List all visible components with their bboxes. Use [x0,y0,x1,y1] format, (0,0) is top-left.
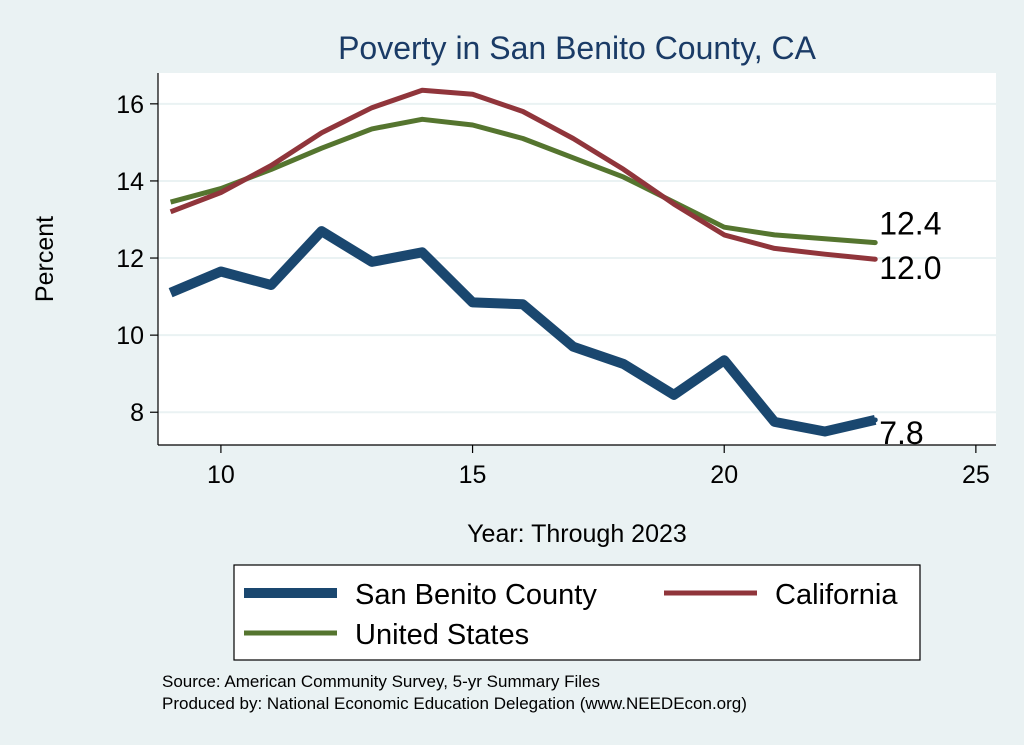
legend-label-california: California [775,579,898,611]
x-tick-label-10: 10 [207,461,235,489]
x-tick-label-20: 20 [710,461,738,489]
y-ticks: 8 10 12 14 16 [116,91,158,427]
y-tick-label-10: 10 [116,322,144,350]
legend: San Benito County California United Stat… [233,564,921,661]
legend-label-united-states: United States [355,619,529,651]
series-endpoint-california [872,256,878,262]
y-tick-label-16: 16 [116,91,144,119]
x-tick-label-15: 15 [459,461,487,489]
axes [157,73,996,446]
end-label-california: 12.0 [879,250,941,286]
produced-by-note: Produced by: National Economic Education… [162,694,747,713]
chart-title: Poverty in San Benito County, CA [338,30,817,66]
y-tick-label-12: 12 [116,245,144,273]
x-ticks: 10 15 20 25 [207,445,990,489]
x-tick-label-25: 25 [962,461,990,489]
series-lines [168,87,878,437]
series-line-united-states [169,116,876,246]
series-endpoint-united-states [872,240,878,246]
source-note: Source: American Community Survey, 5-yr … [162,672,600,691]
end-label-united-states: 12.4 [879,206,941,242]
y-axis-label: Percent [31,216,59,302]
series-line-california [169,87,876,262]
end-label-san-benito: 7.8 [879,415,923,451]
series-line-san-benito [168,226,877,437]
y-tick-label-8: 8 [130,399,144,427]
legend-box [233,564,921,661]
x-axis-label: Year: Through 2023 [467,520,687,548]
end-labels: 7.8 12.0 12.4 [879,206,941,451]
legend-label-san-benito: San Benito County [355,579,597,611]
y-tick-label-14: 14 [116,168,144,196]
series-endpoint-san-benito [872,417,878,423]
